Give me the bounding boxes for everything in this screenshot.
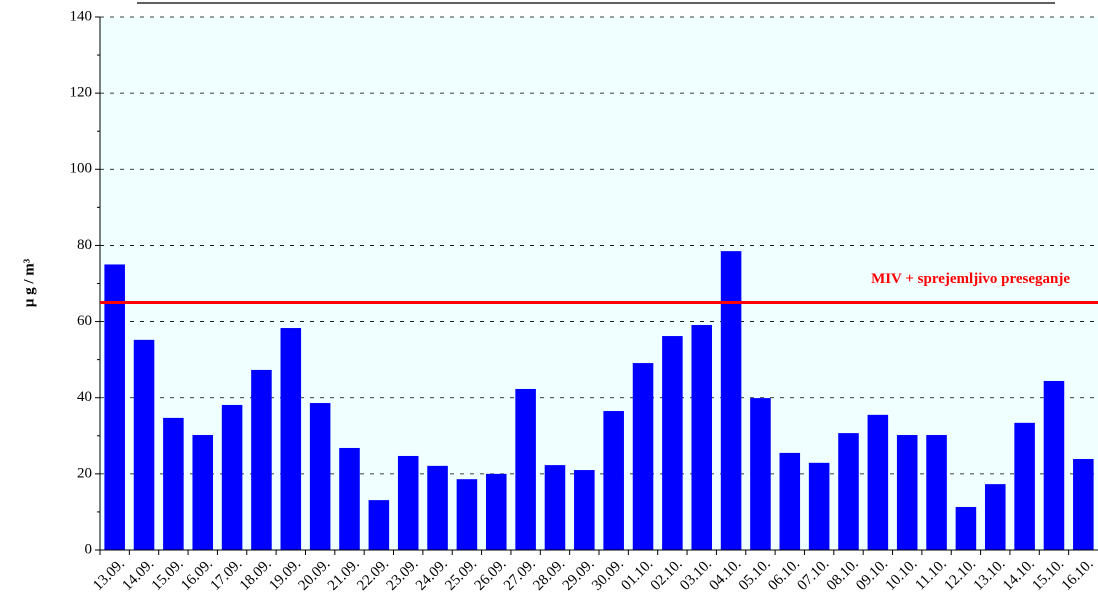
bar bbox=[1073, 459, 1094, 550]
y-tick-label: 40 bbox=[77, 389, 92, 405]
x-tick-label: 08.10. bbox=[824, 556, 862, 594]
y-tick-label: 20 bbox=[77, 465, 92, 481]
x-tick-label: 01.10. bbox=[618, 556, 656, 594]
x-tick-label: 12.10. bbox=[941, 556, 979, 594]
y-tick-label: 140 bbox=[70, 8, 93, 24]
bar bbox=[427, 465, 448, 550]
bar bbox=[867, 414, 889, 550]
x-tick-label: 16.10. bbox=[1059, 556, 1097, 594]
x-tick-label: 26.09. bbox=[472, 556, 510, 594]
x-tick-label: 14.09. bbox=[119, 556, 157, 594]
bar bbox=[632, 363, 654, 550]
x-tick-label: 03.10. bbox=[677, 556, 715, 594]
x-tick-label: 25.09. bbox=[442, 556, 480, 594]
y-tick-label: 80 bbox=[77, 237, 92, 253]
y-axis-label: µ g / m³ bbox=[21, 258, 37, 307]
bar bbox=[838, 433, 859, 550]
threshold-label: MIV + sprejemljivo preseganje bbox=[871, 271, 1070, 287]
x-tick-label: 07.10. bbox=[795, 556, 833, 594]
x-tick-label: 06.10. bbox=[765, 556, 803, 594]
bar bbox=[104, 264, 125, 550]
bar bbox=[603, 411, 624, 550]
bar bbox=[926, 435, 947, 550]
bar bbox=[544, 465, 566, 550]
y-tick-label: 100 bbox=[70, 161, 93, 177]
bar bbox=[339, 447, 360, 550]
bar bbox=[192, 435, 214, 550]
x-tick-label: 20.09. bbox=[296, 556, 334, 594]
x-tick-label: 02.10. bbox=[648, 556, 686, 594]
bar bbox=[133, 339, 155, 550]
y-tick-label: 120 bbox=[70, 85, 93, 101]
bar bbox=[808, 462, 830, 550]
x-tick-label: 24.09. bbox=[413, 556, 451, 594]
bar bbox=[662, 336, 683, 550]
y-tick-label: 60 bbox=[77, 313, 92, 329]
x-tick-label: 23.09. bbox=[384, 556, 422, 594]
x-tick-label: 10.10. bbox=[883, 556, 921, 594]
x-tick-label: 15.10. bbox=[1029, 556, 1067, 594]
bar bbox=[955, 506, 977, 550]
bar bbox=[896, 435, 918, 550]
bar bbox=[485, 473, 507, 550]
x-tick-label: 05.10. bbox=[736, 556, 774, 594]
bar bbox=[1014, 422, 1035, 550]
bar bbox=[309, 403, 331, 550]
x-tick-label: 22.09. bbox=[354, 556, 392, 594]
bar bbox=[221, 404, 243, 550]
bar bbox=[163, 417, 184, 550]
bar bbox=[456, 479, 478, 550]
x-tick-label: 18.09. bbox=[237, 556, 275, 594]
bar bbox=[397, 455, 419, 550]
x-tick-label: 16.09. bbox=[178, 556, 216, 594]
y-tick-label: 0 bbox=[85, 541, 93, 557]
bar bbox=[368, 500, 390, 550]
x-tick-label: 21.09. bbox=[325, 556, 363, 594]
x-tick-label: 27.09. bbox=[501, 556, 539, 594]
x-tick-label: 13.10. bbox=[971, 556, 1009, 594]
x-tick-label: 28.09. bbox=[530, 556, 568, 594]
bar bbox=[574, 470, 595, 550]
x-tick-label: 30.09. bbox=[589, 556, 627, 594]
x-tick-label: 19.09. bbox=[266, 556, 304, 594]
x-tick-label: 09.10. bbox=[853, 556, 891, 594]
bar bbox=[691, 324, 713, 550]
bar bbox=[251, 369, 272, 550]
bar bbox=[750, 398, 771, 550]
x-tick-label: 13.09. bbox=[90, 556, 128, 594]
x-tick-label: 15.09. bbox=[149, 556, 187, 594]
x-tick-label: 04.10. bbox=[707, 556, 745, 594]
bar bbox=[280, 328, 302, 550]
bar bbox=[779, 452, 801, 550]
bar bbox=[984, 484, 1006, 550]
x-tick-label: 11.10. bbox=[912, 556, 949, 593]
bar bbox=[515, 388, 536, 550]
bar bbox=[720, 251, 742, 550]
bar bbox=[1043, 380, 1065, 550]
x-tick-label: 17.09. bbox=[208, 556, 246, 594]
x-tick-label: 14.10. bbox=[1000, 556, 1038, 594]
x-tick-label: 29.09. bbox=[560, 556, 598, 594]
